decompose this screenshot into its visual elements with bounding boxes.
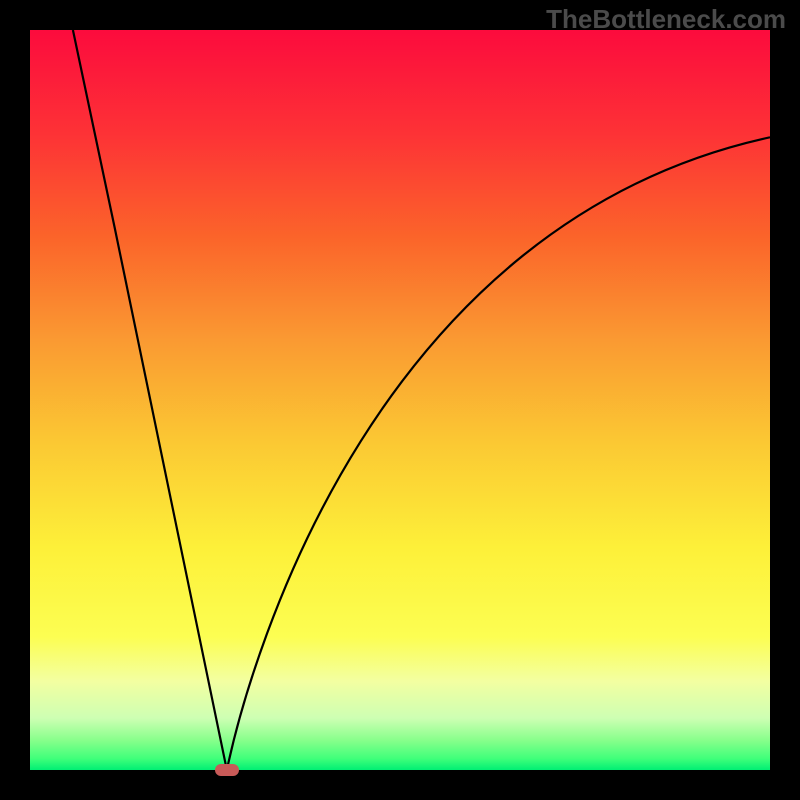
plot-area xyxy=(30,30,770,770)
bottleneck-curve xyxy=(30,30,770,770)
curve-path xyxy=(73,30,770,770)
watermark-text: TheBottleneck.com xyxy=(546,4,786,35)
optimum-marker xyxy=(215,764,239,776)
